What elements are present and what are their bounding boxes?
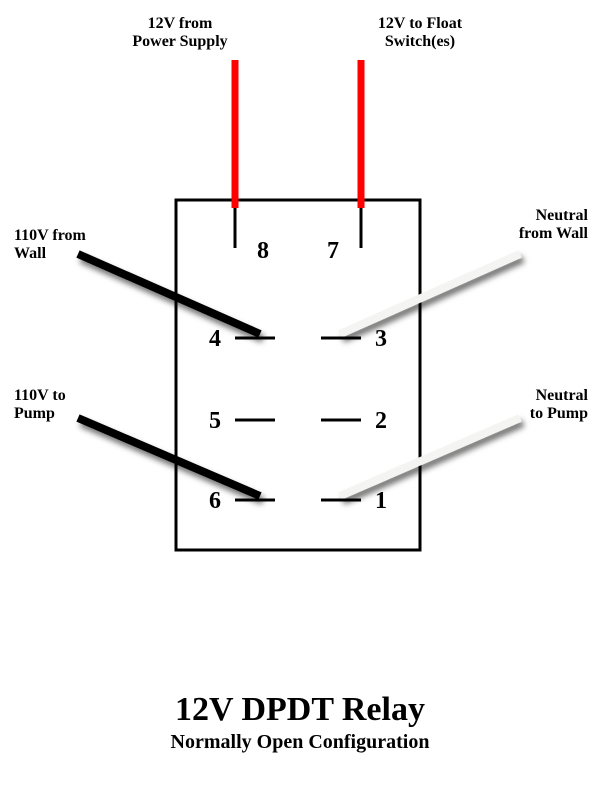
pins: 8 7 4 3 5 2 6 1: [209, 208, 387, 514]
wire-wht-1: [340, 418, 520, 496]
pin-5-label: 5: [209, 408, 221, 434]
label-l_npump: Neutralto Pump: [530, 387, 589, 422]
diagram-subtitle: Normally Open Configuration: [171, 731, 430, 753]
pin-3-label: 3: [375, 326, 387, 352]
wire-wht-3: [340, 254, 520, 334]
wire-blk-6: [78, 418, 260, 496]
label-l_110wall: 110V fromWall: [14, 227, 87, 262]
external-labels: 12V fromPower Supply 12V to FloatSwitch(e…: [14, 15, 589, 422]
label-l_power: 12V fromPower Supply: [132, 15, 227, 50]
label-l_110pump: 110V toPump: [14, 387, 66, 422]
pin-7-label: 7: [327, 238, 339, 264]
pin-8-label: 8: [257, 238, 269, 264]
pin-6-label: 6: [209, 488, 221, 514]
label-l_float: 12V to FloatSwitch(es): [378, 15, 463, 50]
pin-1-label: 1: [375, 488, 387, 514]
label-l_nwall: Neutralfrom Wall: [519, 207, 589, 242]
pin-4-label: 4: [209, 326, 221, 352]
wires: [78, 60, 520, 496]
diagram-title: 12V DPDT Relay: [175, 691, 425, 728]
relay-diagram: 8 7 4 3 5 2 6 1 12V fromPower Supply 12V to Floa…: [0, 0, 600, 800]
wire-blk-4: [78, 254, 260, 334]
pin-2-label: 2: [375, 408, 387, 434]
